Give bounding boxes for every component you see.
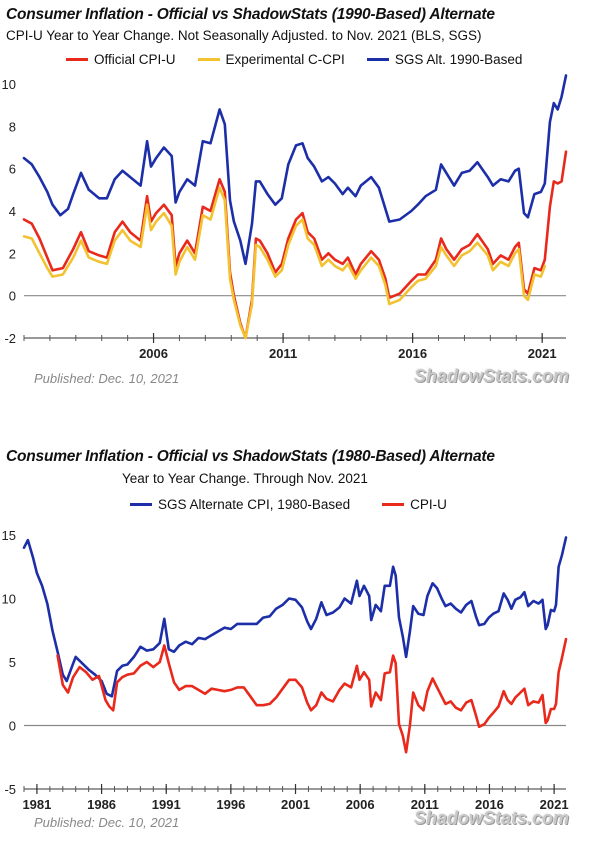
chart-legend: Official CPI-U Experimental C-CPI SGS Al… <box>58 52 536 67</box>
x-tick-label: 2011 <box>411 797 439 812</box>
chart-subtitle: CPI-U Year to Year Change. Not Seasonall… <box>6 28 482 43</box>
x-tick-label: 2021 <box>540 797 569 812</box>
y-tick-label: 5 <box>9 655 16 670</box>
x-tick-label: 1981 <box>22 797 51 812</box>
legend-label-sgs-1990: SGS Alt. 1990-Based <box>394 52 523 67</box>
series-line-sgs-alt-1990-based <box>22 74 568 266</box>
series-line-official-cpi-u <box>22 150 568 340</box>
y-tick-label: 15 <box>2 528 16 543</box>
y-tick-label: 4 <box>9 204 16 219</box>
x-tick-label: 1986 <box>87 797 116 812</box>
x-tick-label: 1991 <box>152 797 181 812</box>
legend-swatch-experimental-c-cpi <box>197 58 220 61</box>
y-tick-label: 0 <box>9 289 16 304</box>
chart-legend: SGS Alternate CPI, 1980-Based CPI-U <box>122 497 461 512</box>
legend-swatch-sgs-1990 <box>366 58 389 61</box>
y-tick-label: 2 <box>9 246 16 261</box>
chart-panel-1980-based: Consumer Inflation - Official vs ShadowS… <box>0 440 600 843</box>
y-tick-label: 10 <box>2 77 16 92</box>
x-tick-label: 2016 <box>475 797 504 812</box>
line-chart-1990-based: -2 0 2 4 6 8 10 2006 2011 2016 2021 <box>2 74 568 361</box>
chart-subtitle: Year to Year Change. Through Nov. 2021 <box>122 471 368 486</box>
shadowstats-watermark: ShadowStats.com <box>414 366 570 386</box>
series-line-cpi-u <box>56 637 568 754</box>
y-tick-label: 8 <box>9 119 16 134</box>
shadowstats-watermark: ShadowStats.com <box>414 808 570 828</box>
series-line-sgs-alternate-cpi-1980-based <box>22 536 568 698</box>
x-tick-label: 1996 <box>216 797 245 812</box>
legend-label-experimental-c-cpi: Experimental C-CPI <box>225 52 345 67</box>
legend-swatch-official-cpi-u <box>66 58 88 61</box>
published-date: Published: Dec. 10, 2021 <box>34 815 180 830</box>
series-line-experimental-c-cpi <box>22 186 547 340</box>
y-tick-label: 0 <box>9 719 16 734</box>
legend-swatch-sgs-1980 <box>130 503 152 506</box>
x-tick-label: 2011 <box>269 346 297 361</box>
y-tick-label: 10 <box>2 592 16 607</box>
legend-label-cpi-u: CPI-U <box>410 497 447 512</box>
x-tick-label: 2006 <box>139 346 168 361</box>
chart-panel-1990-based: Consumer Inflation - Official vs ShadowS… <box>0 0 600 400</box>
legend-label-sgs-1980: SGS Alternate CPI, 1980-Based <box>158 497 351 512</box>
y-tick-label: -2 <box>4 331 16 346</box>
line-chart-1980-based: -5 0 5 10 15 1981 1986 1991 1996 2001 2006 2011 2016… <box>2 528 569 812</box>
x-tick-label: 2001 <box>281 797 310 812</box>
legend-swatch-cpi-u <box>382 503 405 506</box>
y-tick-label: -5 <box>4 782 16 797</box>
published-date: Published: Dec. 10, 2021 <box>34 371 180 386</box>
chart-title: Consumer Inflation - Official vs ShadowS… <box>6 6 495 23</box>
x-tick-label: 2021 <box>528 346 557 361</box>
y-tick-label: 6 <box>9 162 16 177</box>
x-tick-label: 2016 <box>398 346 427 361</box>
x-tick-label: 2006 <box>346 797 375 812</box>
chart-title: Consumer Inflation - Official vs ShadowS… <box>6 448 495 465</box>
legend-label-official-cpi-u: Official CPI-U <box>94 52 176 67</box>
